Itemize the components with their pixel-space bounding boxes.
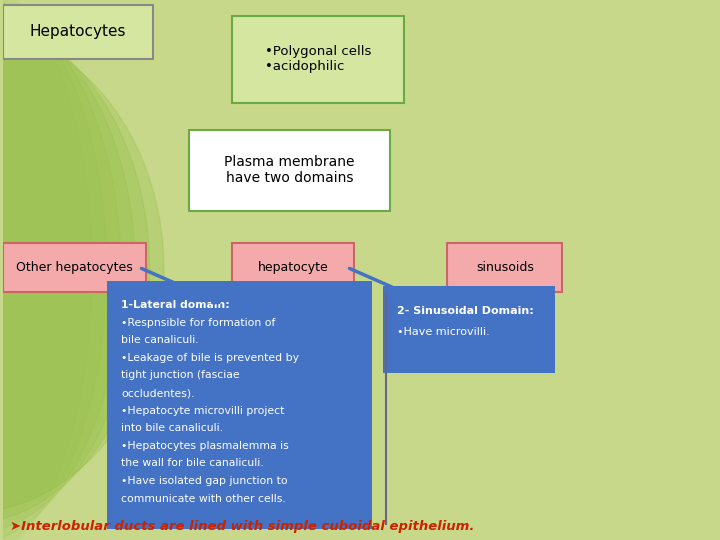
FancyBboxPatch shape — [3, 243, 146, 292]
Text: communicate with other cells.: communicate with other cells. — [121, 494, 286, 504]
Text: Plasma membrane
have two domains: Plasma membrane have two domains — [225, 155, 355, 185]
Text: 2- Sinusoidal Domain:: 2- Sinusoidal Domain: — [397, 306, 534, 315]
Ellipse shape — [0, 27, 164, 513]
Text: •Polygonal cells
•acidophilic: •Polygonal cells •acidophilic — [265, 45, 372, 73]
FancyBboxPatch shape — [232, 16, 405, 103]
Text: •Have microvilli.: •Have microvilli. — [397, 327, 490, 337]
Text: ➤Interlobular ducts are lined with simple cuboidal epithelium.: ➤Interlobular ducts are lined with simpl… — [10, 520, 474, 533]
Text: •Leakage of bile is prevented by: •Leakage of bile is prevented by — [121, 353, 299, 363]
Ellipse shape — [0, 0, 92, 540]
Ellipse shape — [0, 16, 150, 524]
Ellipse shape — [0, 5, 135, 535]
Text: tight junction (fasciae: tight junction (fasciae — [121, 370, 240, 381]
FancyBboxPatch shape — [447, 243, 562, 292]
FancyBboxPatch shape — [383, 286, 555, 373]
Text: •Have isolated gap junction to: •Have isolated gap junction to — [121, 476, 287, 486]
Text: bile canaliculi.: bile canaliculi. — [121, 335, 199, 345]
FancyBboxPatch shape — [189, 130, 390, 211]
FancyBboxPatch shape — [3, 5, 153, 59]
FancyBboxPatch shape — [232, 243, 354, 292]
Text: •Respnsible for formation of: •Respnsible for formation of — [121, 318, 275, 328]
Text: •Hepatocyte microvilli project: •Hepatocyte microvilli project — [121, 406, 284, 416]
Ellipse shape — [0, 0, 121, 540]
Text: Hepatocytes: Hepatocytes — [30, 24, 126, 39]
Text: Other hepatocytes: Other hepatocytes — [16, 261, 132, 274]
Text: •Hepatocytes plasmalemma is: •Hepatocytes plasmalemma is — [121, 441, 289, 451]
Text: into bile canaliculi.: into bile canaliculi. — [121, 423, 223, 433]
Text: occludentes).: occludentes). — [121, 388, 194, 398]
Text: hepatocyte: hepatocyte — [258, 261, 328, 274]
Text: sinusoids: sinusoids — [476, 261, 534, 274]
Text: the wall for bile canaliculi.: the wall for bile canaliculi. — [121, 458, 264, 469]
Text: 1-Lateral domain:: 1-Lateral domain: — [121, 300, 230, 310]
Ellipse shape — [0, 0, 107, 540]
FancyBboxPatch shape — [107, 281, 372, 529]
